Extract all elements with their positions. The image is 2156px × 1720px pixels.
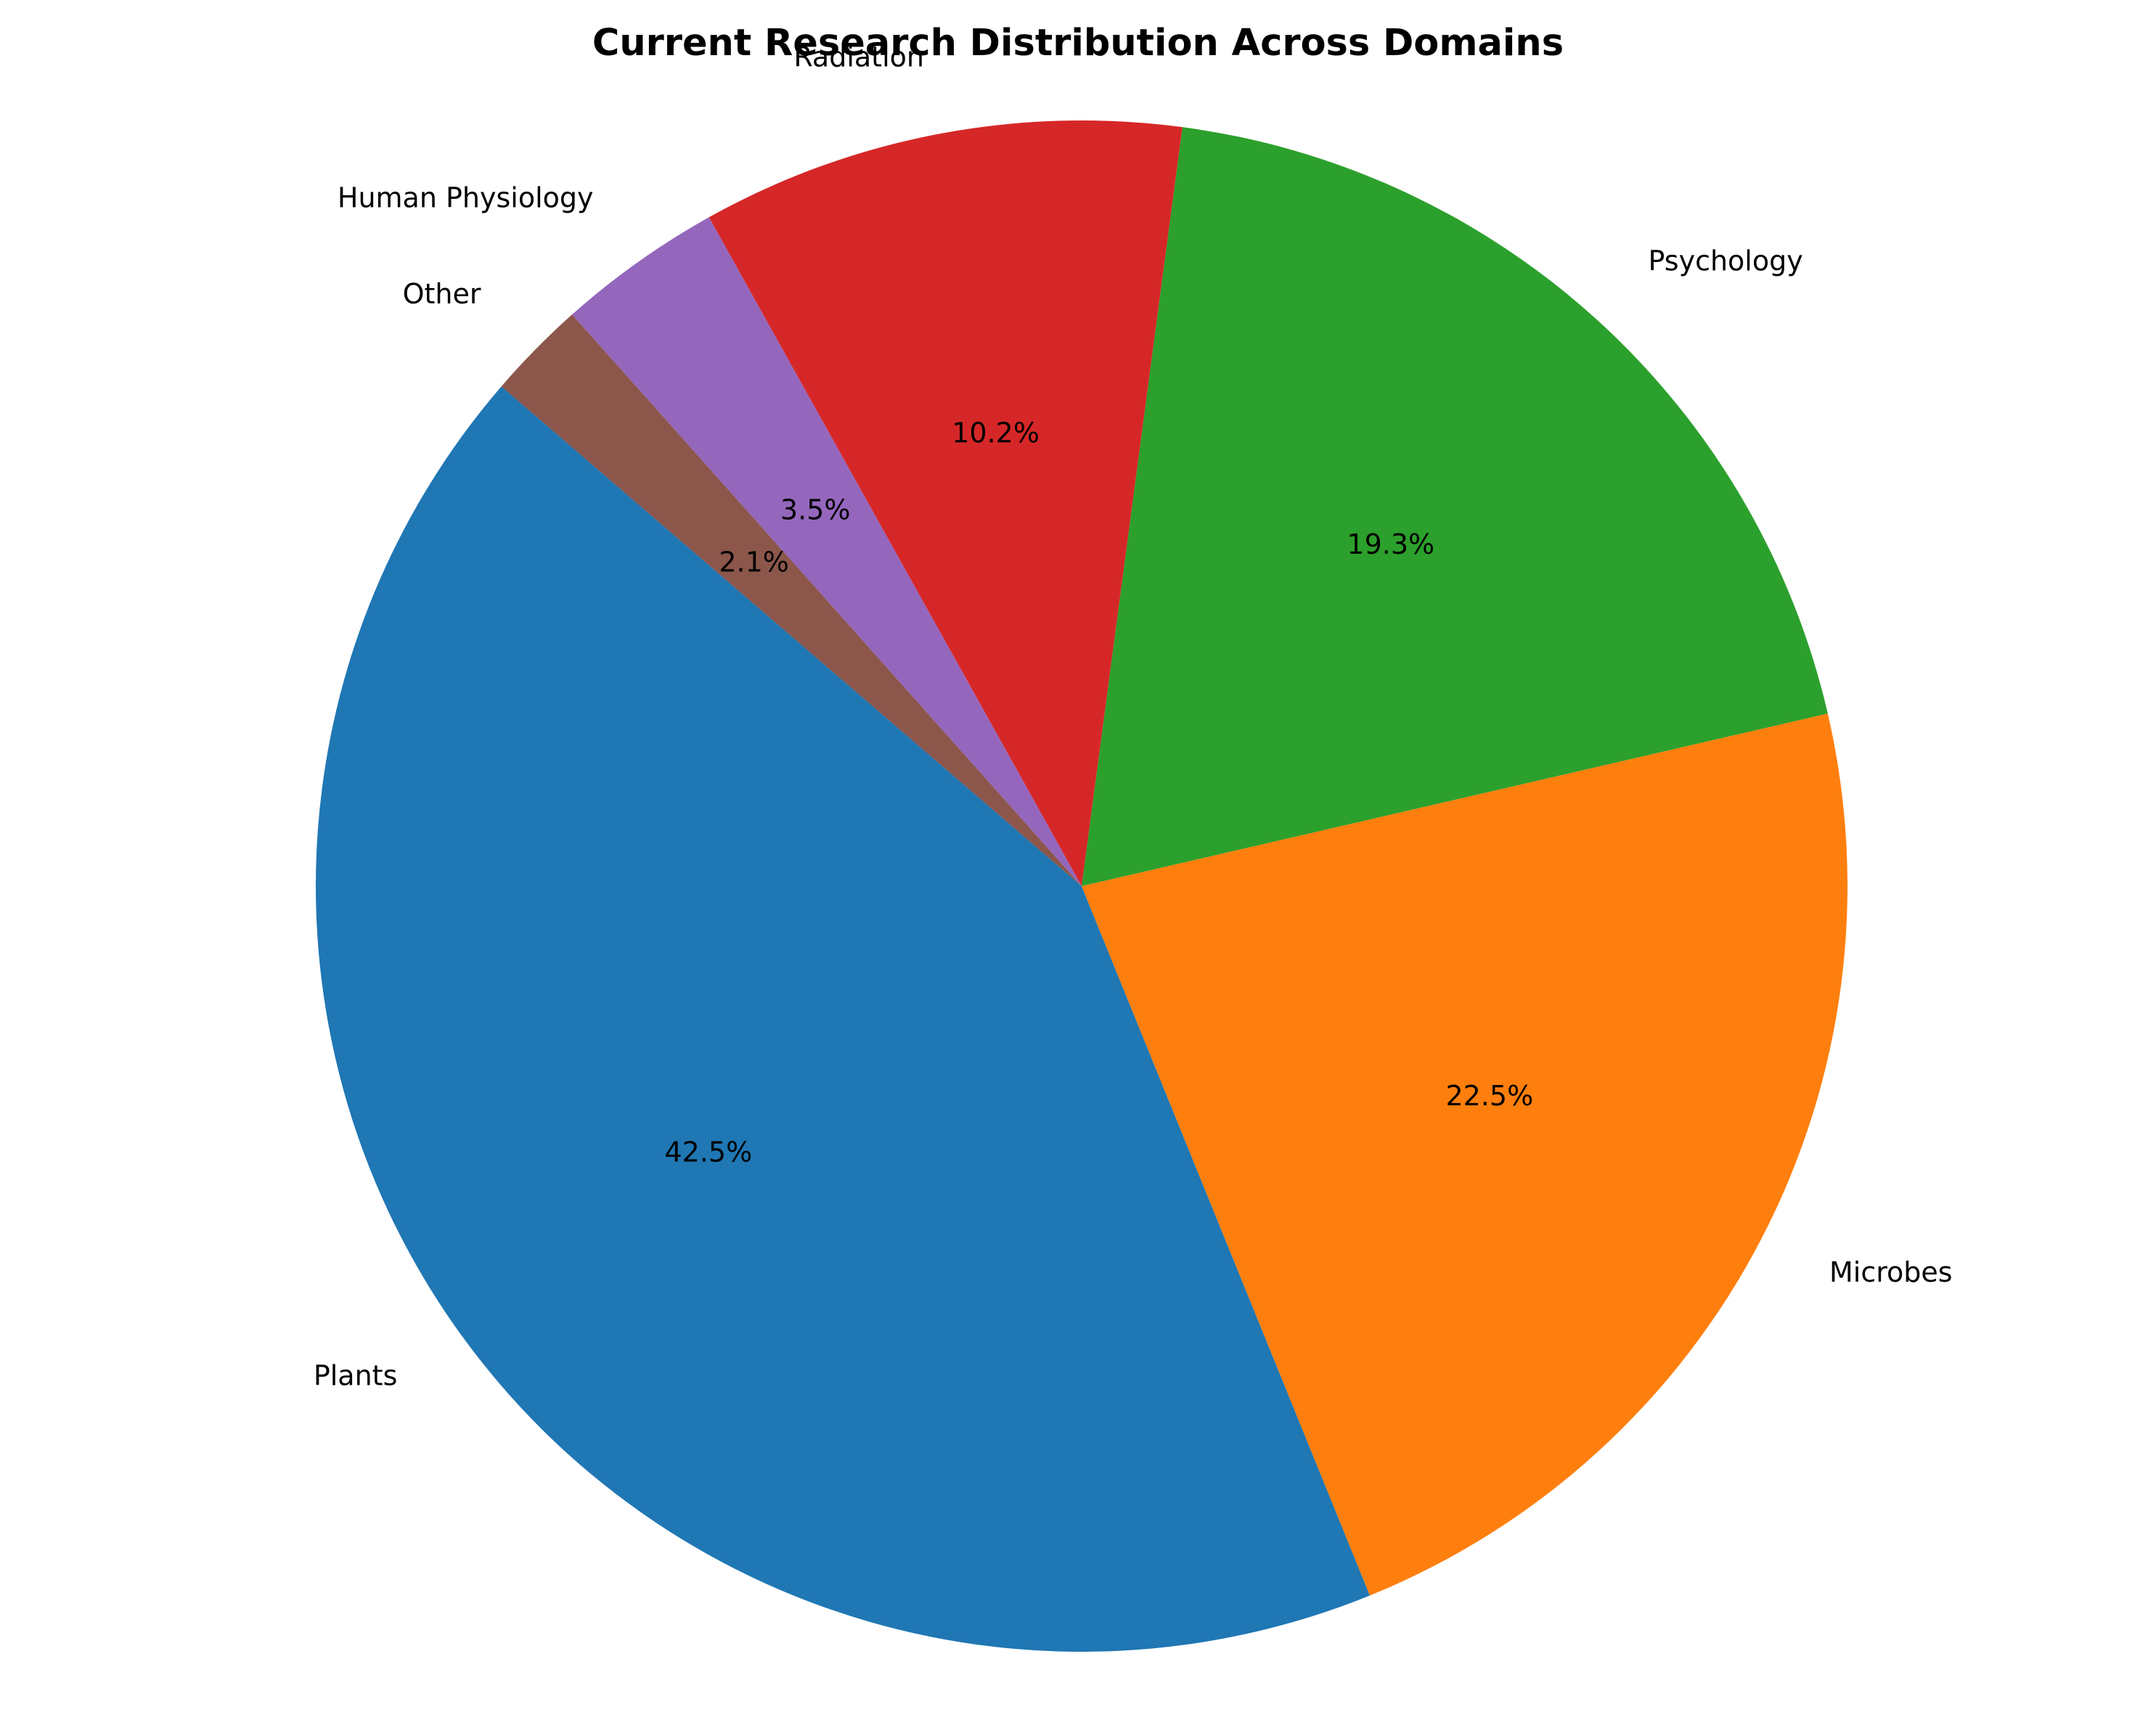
slice-label-human-physiology: Human Physiology	[338, 182, 594, 214]
slice-label-radiation: Radiation	[793, 41, 924, 73]
pie-slice-microbes	[1082, 713, 1847, 1596]
slice-pct-other: 2.1%	[719, 546, 789, 578]
pie-slice-plants	[315, 386, 1371, 1653]
slice-label-other: Other	[403, 278, 481, 310]
slice-label-psychology: Psychology	[1649, 245, 1803, 277]
pie-slice-human-physiology	[572, 217, 1082, 886]
slice-pct-radiation: 10.2%	[952, 417, 1040, 449]
slice-label-microbes: Microbes	[1829, 1256, 1953, 1288]
pie-labels: Plants 42.5% Microbes 22.5% Psychology 19.3% R…	[314, 41, 1953, 1391]
slice-pct-microbes: 22.5%	[1445, 1080, 1533, 1112]
pie-slice-psychology	[1082, 127, 1828, 887]
slice-pct-human-physiology: 3.5%	[780, 494, 851, 526]
pie-slice-radiation	[709, 120, 1183, 886]
slice-label-plants: Plants	[314, 1359, 398, 1391]
pie-slice-other	[501, 314, 1082, 886]
slice-pct-plants: 42.5%	[664, 1137, 752, 1168]
pie-slices	[315, 120, 1847, 1653]
slice-pct-psychology: 19.3%	[1347, 528, 1434, 560]
chart-title: Current Research Distribution Across Dom…	[592, 22, 1564, 65]
